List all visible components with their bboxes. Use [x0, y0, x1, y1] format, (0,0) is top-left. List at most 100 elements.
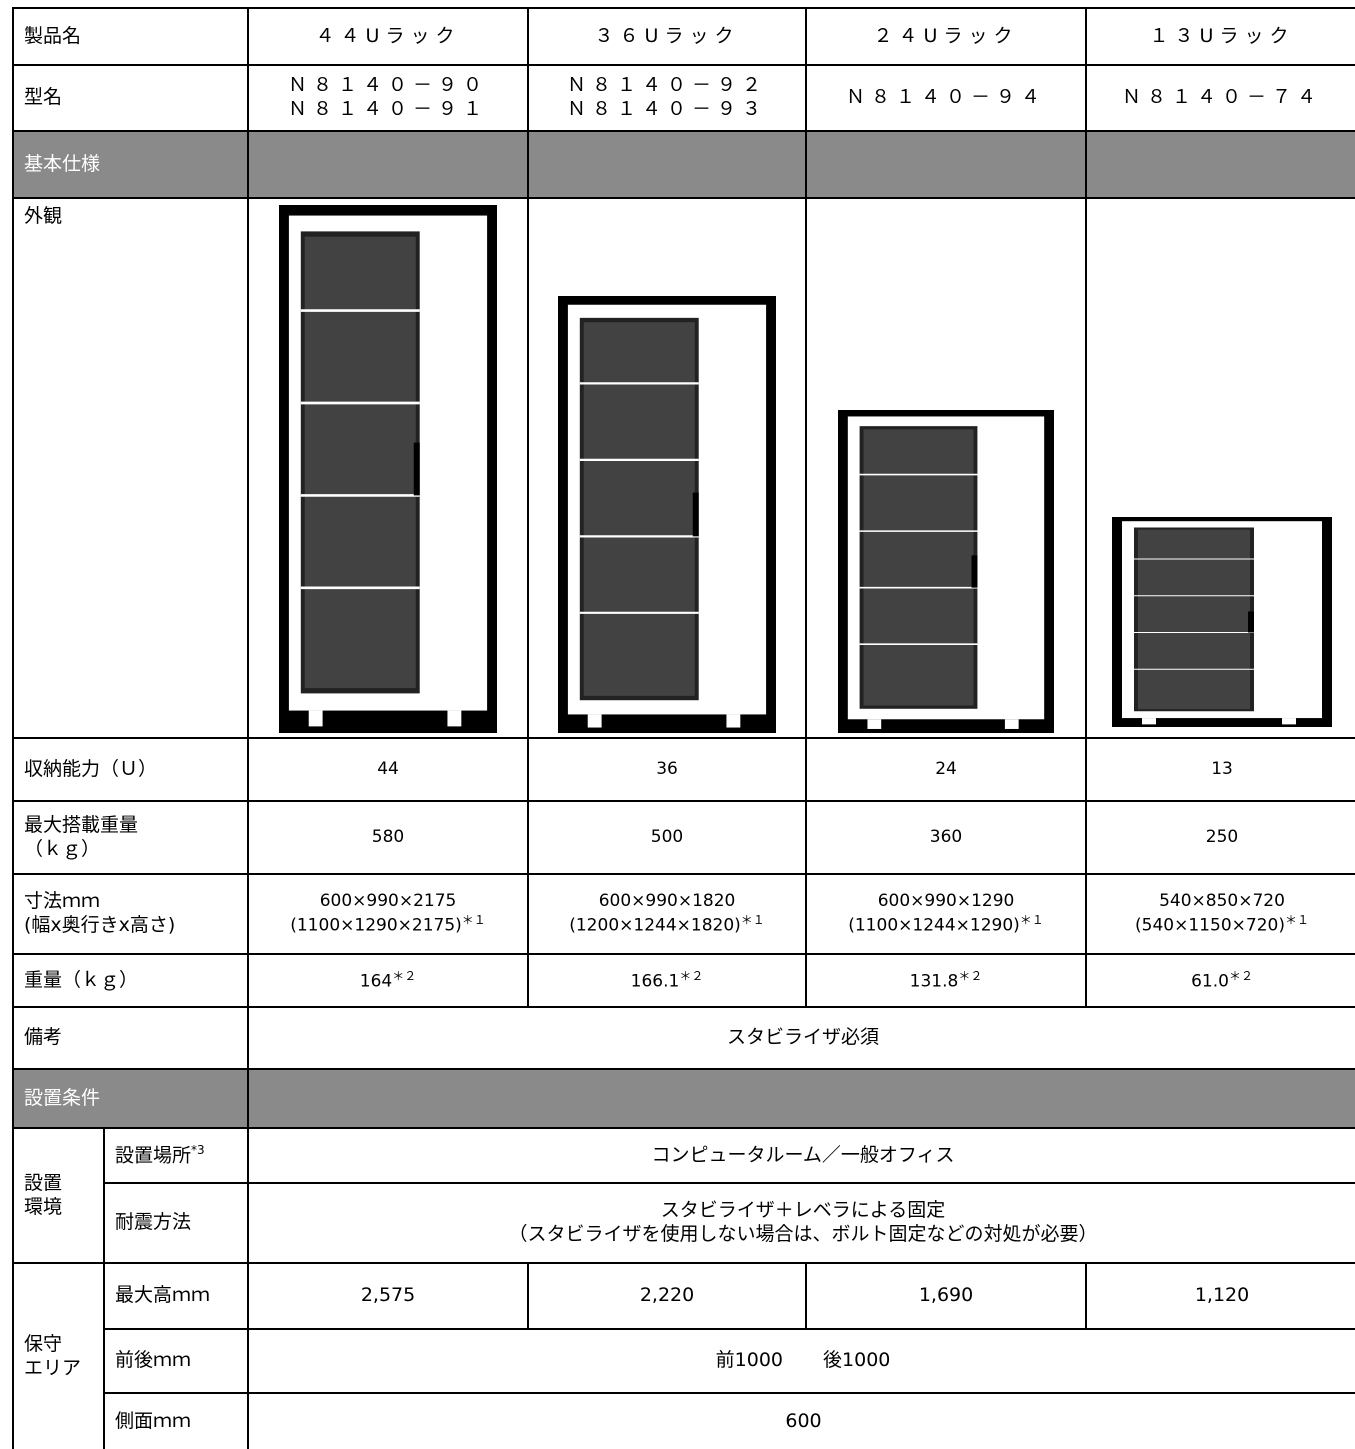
label: 側面ｍｍ: [102, 1392, 250, 1449]
value: 580: [247, 800, 530, 875]
value: 500: [527, 800, 808, 875]
label: 備考: [11, 1006, 250, 1070]
value: 360: [805, 800, 1088, 875]
label: 前後ｍｍ: [102, 1328, 250, 1394]
image-cell: [805, 197, 1088, 739]
row-product: 製品名 ４４Uラック ３６Uラック ２４Uラック １３Uラック: [11, 7, 1355, 66]
value: 2,220: [527, 1262, 808, 1330]
dim-alt: (540×1150×720)＊１: [1089, 913, 1355, 937]
row-weight: 重量（ｋｇ） 164＊２ 166.1＊２ 131.8＊２ 61.0＊２: [11, 953, 1355, 1008]
section-title: 基本仕様: [11, 130, 250, 199]
value: 540×850×720 (540×1150×720)＊１: [1085, 873, 1355, 955]
value: 600×990×1290 (1100×1244×1290)＊１: [805, 873, 1088, 955]
value: 600×990×1820 (1200×1244×1820)＊１: [527, 873, 808, 955]
spec-table: 製品名 ４４Uラック ３６Uラック ２４Uラック １３Uラック 型名 Ｎ８１４０…: [11, 7, 1355, 1449]
dim-alt-text: (1200×1244×1820): [569, 915, 741, 936]
note: ＊２: [679, 968, 704, 983]
label-line: エリア: [24, 1356, 82, 1379]
label-line: 設置: [24, 1171, 63, 1194]
product: １３Uラック: [1085, 7, 1355, 66]
rack-image: [558, 296, 777, 733]
model: Ｎ８１４０－７４: [1085, 64, 1355, 132]
value: 250: [1085, 800, 1355, 875]
label: 設置場所*3: [102, 1127, 250, 1184]
value: 131.8＊２: [805, 953, 1088, 1008]
label-line: （ｋｇ）: [24, 837, 101, 860]
cell: [247, 1068, 1355, 1129]
label-line: 環境: [24, 1195, 63, 1218]
rack-image: [1112, 517, 1333, 727]
dim-alt-text: (1100×1244×1290): [848, 915, 1020, 936]
model-line: Ｎ８１４０－９１: [288, 98, 489, 120]
note: ＊２: [958, 968, 983, 983]
dim-alt-text: (1100×1290×2175): [290, 915, 462, 936]
dim-main: 540×850×720: [1159, 891, 1285, 912]
note: ＊２: [1228, 968, 1253, 983]
value-line: （スタビライザを使用しない場合は、ボルト固定などの対処が必要）: [508, 1223, 1098, 1245]
value: 61.0＊２: [1085, 953, 1355, 1008]
model: Ｎ８１４０－９２ Ｎ８１４０－９３: [527, 64, 808, 132]
value: コンピュータルーム／一般オフィス: [247, 1127, 1355, 1184]
model-line: Ｎ８１４０－９４: [846, 86, 1047, 109]
row-capacity: 収納能力（Ｕ） 44 36 24 13: [11, 737, 1355, 802]
value: 166.1＊２: [527, 953, 808, 1008]
cell: [805, 130, 1088, 199]
dim-alt: (1100×1244×1290)＊１: [809, 913, 1083, 937]
label-line: 寸法ｍｍ: [24, 890, 101, 913]
row-side: 側面ｍｍ 600: [13, 1392, 1355, 1449]
row-max-height: 保守 エリア 最大高ｍｍ 2,575 2,220 1,690 1,120: [12, 1262, 1355, 1449]
label: 耐震方法: [102, 1182, 250, 1264]
weight: 166.1: [630, 971, 680, 992]
cell: [247, 130, 530, 199]
note: ＊２: [392, 968, 417, 983]
label: 型名: [11, 64, 250, 132]
row-remarks: 備考 スタビライザ必須: [11, 1006, 1355, 1070]
value: 24: [805, 737, 1088, 802]
value: 600×990×2175 (1100×1290×2175)＊１: [247, 873, 530, 955]
weight: 61.0: [1191, 971, 1229, 992]
value: スタビライザ＋レベラによる固定 （スタビライザを使用しない場合は、ボルト固定などの…: [247, 1182, 1355, 1264]
dim-main: 600×990×1820: [598, 891, 736, 912]
note: ＊１: [740, 912, 765, 927]
product: ４４Uラック: [247, 7, 530, 66]
label: 寸法ｍｍ (幅x奥行きx高さ): [11, 873, 250, 955]
dim-alt: (1100×1290×2175)＊１: [251, 913, 525, 937]
row-model: 型名 Ｎ８１４０－９０ Ｎ８１４０－９１ Ｎ８１４０－９２ Ｎ８１４０－９３ Ｎ８１…: [11, 64, 1355, 132]
note: ＊１: [461, 912, 486, 927]
section-row: 基本仕様: [11, 130, 1355, 199]
product: ２４Uラック: [805, 7, 1088, 66]
section-row: 設置条件: [11, 1068, 1355, 1129]
label-text: 設置場所: [115, 1144, 192, 1167]
note: ＊１: [1284, 912, 1309, 927]
row-seismic: 耐震方法 スタビライザ＋レベラによる固定 （スタビライザを使用しない場合は、ボルト…: [13, 1182, 1355, 1264]
value: 1,120: [1085, 1262, 1355, 1330]
row-place: 設置 環境 設置場所*3 コンピュータルーム／一般オフィス: [12, 1127, 1355, 1264]
row-max-load: 最大搭載重量 （ｋｇ） 580 500 360 250: [11, 800, 1355, 875]
back: 後1000: [823, 1349, 891, 1372]
label: 重量（ｋｇ）: [11, 953, 250, 1008]
value: 13: [1085, 737, 1355, 802]
model-line: Ｎ８１４０－９０: [288, 74, 489, 97]
model: Ｎ８１４０－９０ Ｎ８１４０－９１: [247, 64, 530, 132]
note: ＊１: [1019, 912, 1044, 927]
rack-image: [279, 205, 498, 733]
label: 最大高ｍｍ: [102, 1262, 250, 1330]
cell: [527, 130, 808, 199]
weight: 164: [359, 971, 393, 992]
dim-main: 600×990×1290: [877, 891, 1015, 912]
dim-alt: (1200×1244×1820)＊１: [531, 913, 803, 937]
rack-image: [838, 410, 1055, 733]
value: スタビライザ必須: [247, 1006, 1355, 1070]
image-cell: [527, 197, 808, 739]
group-label: 保守 エリア: [12, 1262, 105, 1449]
value: 1,690: [805, 1262, 1088, 1330]
label: 外観: [11, 197, 250, 739]
group-label: 設置 環境: [12, 1127, 105, 1264]
value: 44: [247, 737, 530, 802]
value: 600: [247, 1392, 1355, 1449]
label-line: 保守: [24, 1332, 63, 1355]
label-line: (幅x奥行きx高さ): [24, 914, 176, 936]
value: 2,575: [247, 1262, 530, 1330]
label: 製品名: [11, 7, 250, 66]
